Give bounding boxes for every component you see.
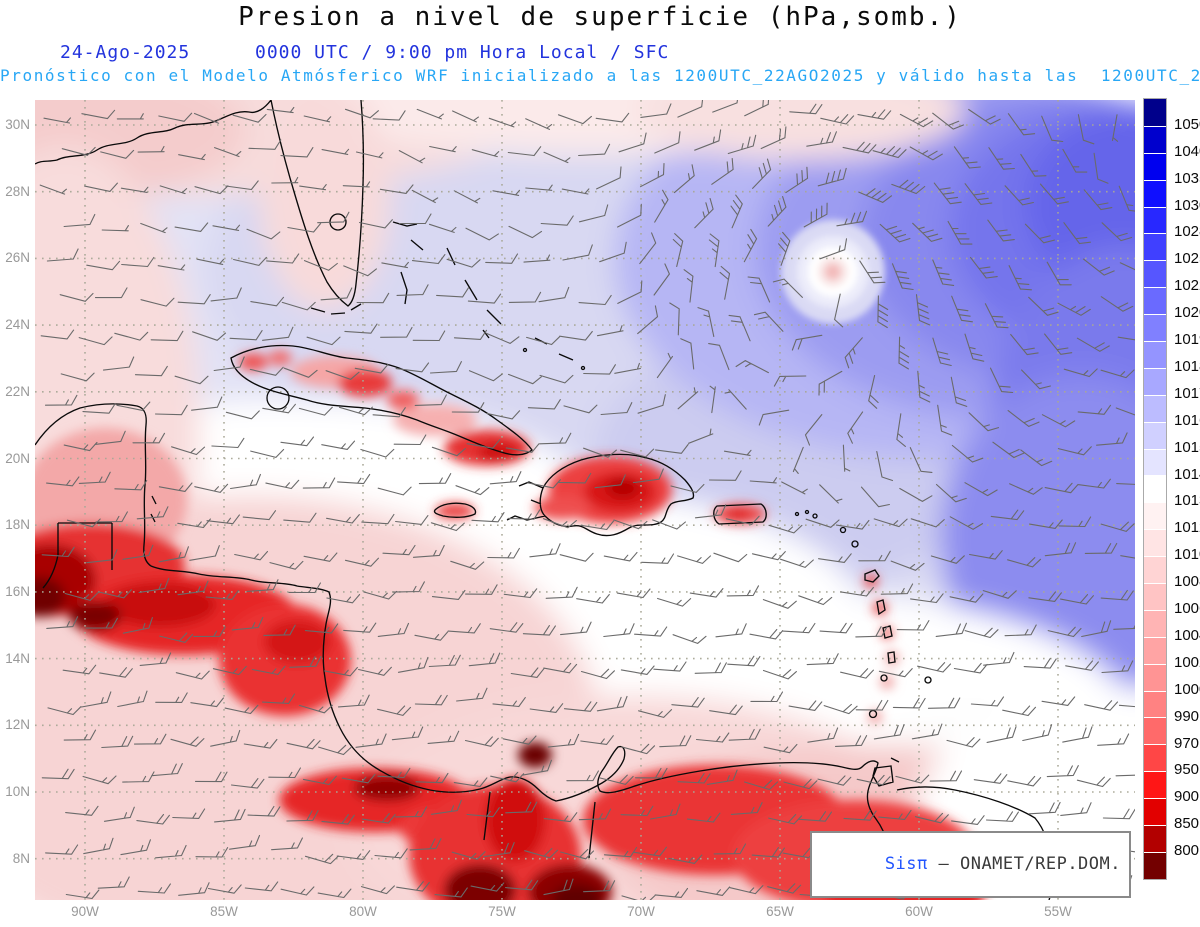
- colorbar-tick-label: 800: [1174, 842, 1200, 860]
- hurricane-vortex: [780, 219, 885, 324]
- colorbar-cell: [1144, 529, 1166, 557]
- colorbar-tick-label: 950: [1174, 761, 1200, 779]
- colorbar-tick-label: 1020: [1174, 304, 1200, 322]
- lon-tick-label: 60W: [905, 904, 933, 919]
- colorbar-cell: [1144, 448, 1166, 476]
- colorbar-cell: [1144, 798, 1166, 826]
- colorbar-cell: [1144, 690, 1166, 718]
- colorbar-cell: [1144, 233, 1166, 261]
- lon-tick-label: 90W: [71, 904, 99, 919]
- colorbar-cell: [1144, 851, 1166, 879]
- colorbar-cell: [1144, 179, 1166, 207]
- colorbar-tick-label: 900: [1174, 788, 1200, 806]
- colorbar-tick-label: 1006: [1174, 600, 1200, 618]
- colorbar-cell: [1144, 609, 1166, 637]
- colorbar-cell: [1144, 287, 1166, 315]
- colorbar-tick-label: 1000: [1174, 680, 1200, 698]
- lat-tick-label: 22N: [5, 383, 30, 399]
- wind-barbs: [39, 100, 1135, 900]
- lon-tick-label: 65W: [766, 904, 794, 919]
- colorbar-cell: [1144, 663, 1166, 691]
- watermark-brand: Sisπ: [884, 854, 928, 874]
- colorbar-tick-label: 1012: [1174, 519, 1200, 537]
- colorbar-tick-label: 1022: [1174, 277, 1200, 295]
- lon-tick-label: 75W: [488, 904, 516, 919]
- colorbar-cell: [1144, 152, 1166, 180]
- colorbar-tick-label: 1050: [1174, 115, 1200, 133]
- lat-tick-label: 24N: [5, 317, 30, 333]
- lat-tick-label: 14N: [5, 650, 30, 666]
- colorbar-cell: [1144, 502, 1166, 530]
- pressure-shaded-map: [35, 100, 1135, 900]
- colorbar-tick-label: 1016: [1174, 411, 1200, 429]
- colorbar-tick-label: 1018: [1174, 357, 1200, 375]
- watermark: Sisπ – ONAMET/REP.DOM.: [810, 831, 1131, 898]
- colorbar-tick-label: 1014: [1174, 465, 1200, 483]
- lat-tick-label: 20N: [5, 450, 30, 466]
- colorbar-tick-label: 1002: [1174, 653, 1200, 671]
- map-area: Sisπ – ONAMET/REP.DOM.: [35, 100, 1135, 900]
- watermark-suffix: – ONAMET/REP.DOM.: [927, 854, 1121, 874]
- lat-tick-label: 30N: [5, 117, 30, 132]
- colorbar-cell: [1144, 125, 1166, 153]
- colorbar-cell: [1144, 717, 1166, 745]
- lat-tick-label: 16N: [5, 583, 30, 599]
- lat-tick-label: 8N: [12, 850, 30, 866]
- colorbar-cell: [1144, 421, 1166, 449]
- colorbar-tick-label: 1028: [1174, 223, 1200, 241]
- colorbar-tick-label: 970: [1174, 734, 1200, 752]
- colorbar-tick-label: 1035: [1174, 169, 1200, 187]
- colorbar-tick-label: 1040: [1174, 142, 1200, 160]
- forecast-line: Pronóstico con el Modelo Atmósferico WRF…: [0, 66, 1200, 85]
- colorbar-cell: [1144, 583, 1166, 610]
- colorbar-cell: [1144, 99, 1166, 126]
- colorbar-tick-label: 850: [1174, 815, 1200, 833]
- colorbar-cell: [1144, 771, 1166, 799]
- lon-tick-label: 85W: [210, 904, 238, 919]
- colorbar-tick-label: 1015: [1174, 438, 1200, 456]
- lat-tick-label: 26N: [5, 250, 30, 266]
- colorbar-cell: [1144, 825, 1166, 852]
- lon-tick-label: 55W: [1044, 904, 1072, 919]
- colorbar-cell: [1144, 260, 1166, 288]
- valid-date: 24-Ago-2025: [60, 42, 191, 63]
- lat-tick-label: 28N: [5, 183, 30, 199]
- lat-tick-label: 18N: [5, 517, 30, 533]
- colorbar-cell: [1144, 394, 1166, 422]
- date-line: 24-Ago-2025 0000 UTC / 9:00 pm Hora Loca…: [0, 42, 668, 64]
- colorbar-tick-label: 1013: [1174, 492, 1200, 510]
- lat-tick-label: 12N: [5, 717, 30, 733]
- colorbar-cell: [1144, 206, 1166, 234]
- colorbar-cell: [1144, 314, 1166, 342]
- colorbar-tick-label: 1025: [1174, 250, 1200, 268]
- colorbar-tick-label: 1030: [1174, 196, 1200, 214]
- colorbar: [1143, 98, 1167, 880]
- lon-tick-label: 80W: [349, 904, 377, 919]
- colorbar-cell: [1144, 636, 1166, 664]
- colorbar-cell: [1144, 475, 1166, 503]
- colorbar-cell: [1144, 744, 1166, 772]
- map-layers: [35, 100, 1135, 900]
- colorbar-cell: [1144, 367, 1166, 395]
- colorbar-tick-label: 1019: [1174, 331, 1200, 349]
- colorbar-tick-label: 990: [1174, 707, 1200, 725]
- colorbar-cell: [1144, 556, 1166, 584]
- valid-time: 0000 UTC / 9:00 pm Hora Local / SFC: [255, 42, 670, 63]
- lon-tick-label: 70W: [627, 904, 655, 919]
- colorbar-tick-label: 1010: [1174, 546, 1200, 564]
- colorbar-cell: [1144, 341, 1166, 368]
- colorbar-tick-label: 1004: [1174, 626, 1200, 644]
- lat-tick-label: 10N: [5, 784, 30, 799]
- colorbar-tick-label: 1008: [1174, 573, 1200, 591]
- colorbar-tick-label: 1017: [1174, 384, 1200, 402]
- page-title: Presion a nivel de superficie (hPa,somb.…: [238, 2, 962, 32]
